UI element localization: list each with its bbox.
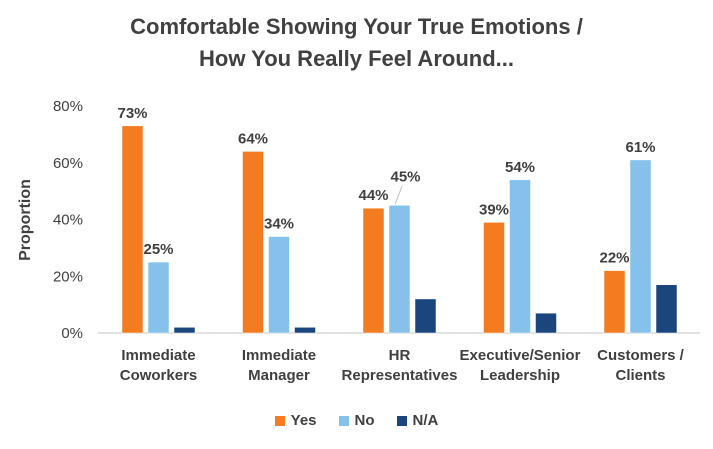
y-axis-label: Proportion	[17, 179, 34, 261]
chart-title-line-1: Comfortable Showing Your True Emotions /	[130, 14, 583, 39]
legend-label: Yes	[290, 412, 317, 429]
bar-na-2	[414, 298, 437, 334]
bar-na-0	[173, 327, 196, 334]
legend-swatch	[274, 415, 285, 426]
data-label: 54%	[505, 159, 535, 176]
bar-no-3	[509, 179, 531, 334]
data-label: 45%	[390, 168, 420, 185]
bar-no-0	[147, 261, 170, 334]
y-tick-label: 20%	[53, 268, 83, 285]
x-tick-label: Manager	[248, 367, 310, 384]
x-tick-label: Representatives	[342, 367, 458, 384]
legend-label: N/A	[412, 412, 439, 429]
chart-title-line-2: How You Really Feel Around...	[199, 46, 514, 71]
x-tick-label: Immediate	[242, 347, 316, 364]
x-tick-label: Customers /	[597, 347, 685, 364]
legend: Yes No N/A	[0, 412, 713, 429]
data-label: 39%	[479, 201, 509, 218]
data-label: 61%	[625, 139, 655, 156]
bar-yes-1	[242, 151, 264, 334]
bar-na-4	[655, 284, 678, 334]
bar-no-1	[268, 236, 290, 334]
bar-no-2	[388, 205, 411, 334]
legend-label: No	[354, 412, 375, 429]
data-label: 34%	[264, 216, 294, 233]
bar-na-1	[294, 327, 316, 334]
data-label-leader-line	[394, 186, 403, 205]
data-label: 64%	[238, 130, 268, 147]
x-tick-label: Leadership	[480, 367, 560, 384]
bar-no-4	[629, 159, 652, 334]
y-tick-label: 80%	[53, 98, 83, 115]
x-tick-label: Immediate	[121, 347, 195, 364]
bar-na-3	[535, 312, 557, 334]
data-label: 73%	[117, 105, 147, 122]
x-tick-label: Clients	[615, 367, 665, 384]
bar-yes-4	[603, 270, 626, 334]
bar-yes-0	[121, 125, 144, 334]
x-tick-label: Executive/Senior	[460, 347, 581, 364]
y-tick-label: 40%	[53, 212, 83, 229]
data-label: 25%	[143, 241, 173, 258]
bar-yes-3	[483, 222, 505, 334]
legend-swatch	[338, 415, 349, 426]
bar-yes-2	[362, 207, 385, 334]
legend-item: No	[338, 412, 375, 429]
data-label: 44%	[358, 187, 388, 204]
legend-item: Yes	[274, 412, 317, 429]
data-label: 22%	[599, 250, 629, 267]
y-tick-label: 60%	[53, 155, 83, 172]
x-tick-label: Coworkers	[120, 367, 198, 384]
y-tick-label: 0%	[61, 325, 83, 342]
legend-swatch	[396, 415, 407, 426]
legend-item: N/A	[396, 412, 439, 429]
x-tick-label: HR	[389, 347, 411, 364]
